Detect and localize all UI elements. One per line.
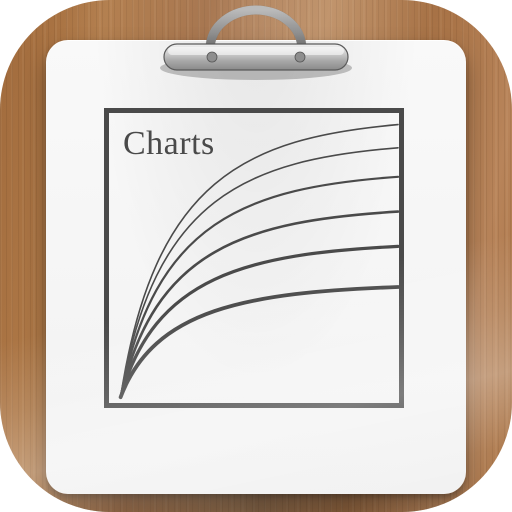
app-icon: Charts xyxy=(0,0,512,512)
chart-curves xyxy=(109,113,399,403)
clipboard-paper: Charts xyxy=(46,40,466,494)
chart-frame: Charts xyxy=(104,108,404,408)
